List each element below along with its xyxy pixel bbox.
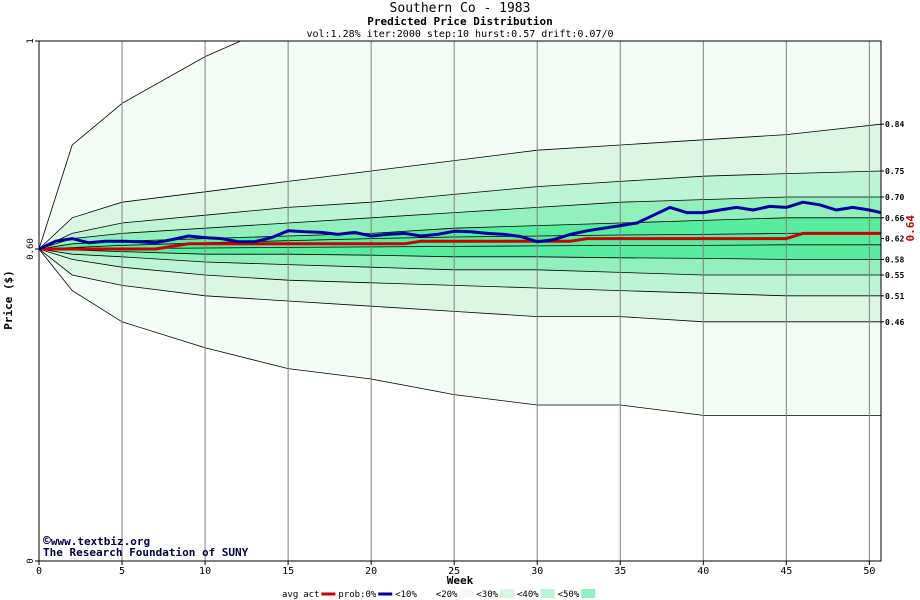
legend-item-2: prob:0% [338, 590, 393, 600]
probability-bands [39, 41, 881, 561]
legend: avg act prob:0% <10% <20% <30% <40% <50% [282, 589, 596, 600]
legend-swatch-4 [459, 589, 474, 598]
x-axis-label: Week [447, 574, 474, 587]
highlight-price-label: 0.64 [904, 215, 917, 242]
legend-label-4: <20% [436, 590, 458, 600]
x-tick-label-50: 50 [863, 566, 875, 577]
legend-swatch-5 [500, 589, 514, 598]
x-tick-label-15: 15 [282, 566, 294, 577]
right-price-label-8: 0.46 [885, 318, 904, 327]
legend-item-7: <50% [558, 589, 596, 600]
legend-label-7: <50% [558, 590, 580, 600]
right-price-label-3: 0.66 [885, 214, 904, 223]
y-tick-label-2: 1 [26, 38, 36, 43]
x-tick-label-25: 25 [448, 566, 460, 577]
legend-label-1: act [303, 590, 319, 600]
legend-label-3: <10% [395, 590, 417, 600]
legend-label-0: avg [282, 590, 298, 600]
copyright-icon: © [43, 534, 51, 549]
legend-item-5: <30% [476, 589, 514, 600]
chart-params: vol:1.28% iter:2000 step:10 hurst:0.57 d… [306, 29, 613, 40]
legend-swatch-7 [581, 589, 596, 598]
x-tick-label-20: 20 [365, 566, 377, 577]
band-1-upper-contour [39, 41, 242, 250]
x-tick-label-30: 30 [531, 566, 543, 577]
plot-frame [38, 40, 882, 562]
legend-label-2: prob:0% [338, 590, 377, 600]
chart-subtitle: Predicted Price Distribution [367, 15, 552, 28]
legend-swatch-3 [418, 589, 433, 598]
band-4-lower-contour [39, 248, 881, 276]
legend-label-6: <40% [517, 590, 539, 600]
x-tick-label-45: 45 [780, 566, 792, 577]
x-tick-label-40: 40 [697, 566, 709, 577]
x-tick-label-35: 35 [614, 566, 626, 577]
band-4-upper-contour [39, 196, 881, 250]
axis-ticks: 0 5 10 15 20 25 30 35 40 45 50 0 0.60 1 0.84 0.75 0.70 0.… [26, 38, 904, 577]
x-tick-label-0: 0 [36, 566, 42, 577]
band-2-upper-contour [39, 123, 881, 250]
legend-item-6: <40% [517, 589, 555, 600]
credit-line-2: The Research Foundation of SUNY [43, 546, 249, 559]
right-price-label-5: 0.58 [885, 255, 904, 264]
y-tick-label-1: 0.60 [26, 238, 36, 260]
y-tick-label-0: 0 [26, 558, 36, 563]
band-3-upper-contour [39, 170, 881, 250]
legend-label-5: <30% [476, 590, 498, 600]
legend-swatch-6 [540, 589, 555, 598]
band-5 [39, 217, 881, 260]
y-axis-label: Price ($) [2, 270, 15, 330]
legend-item-0: avg [282, 590, 298, 600]
right-price-label-7: 0.51 [885, 292, 904, 301]
band-1-lower-contour [39, 248, 881, 416]
credit-line-1: ©www.textbiz.org [43, 534, 150, 549]
series-act [39, 231, 881, 251]
right-price-label-0: 0.84 [885, 120, 904, 129]
right-price-label-6: 0.55 [885, 271, 904, 280]
legend-item-3: <10% [395, 589, 433, 600]
right-price-label-2: 0.70 [885, 193, 904, 202]
series-lines [39, 200, 881, 251]
series-avg [39, 200, 881, 251]
legend-item-4: <20% [436, 589, 474, 600]
right-price-label-1: 0.75 [885, 167, 904, 176]
legend-item-1: act [303, 590, 336, 600]
grid-lines [121, 41, 870, 561]
band-5-lower-contour [39, 248, 881, 260]
band-3-lower-contour [39, 248, 881, 297]
chart-title: Southern Co - 1983 [390, 1, 531, 16]
x-tick-label-5: 5 [119, 566, 125, 577]
credit-url[interactable]: www.textbiz.org [51, 535, 150, 548]
band-2-lower-contour [39, 248, 881, 323]
x-tick-label-10: 10 [199, 566, 211, 577]
right-price-label-4: 0.62 [885, 235, 904, 244]
